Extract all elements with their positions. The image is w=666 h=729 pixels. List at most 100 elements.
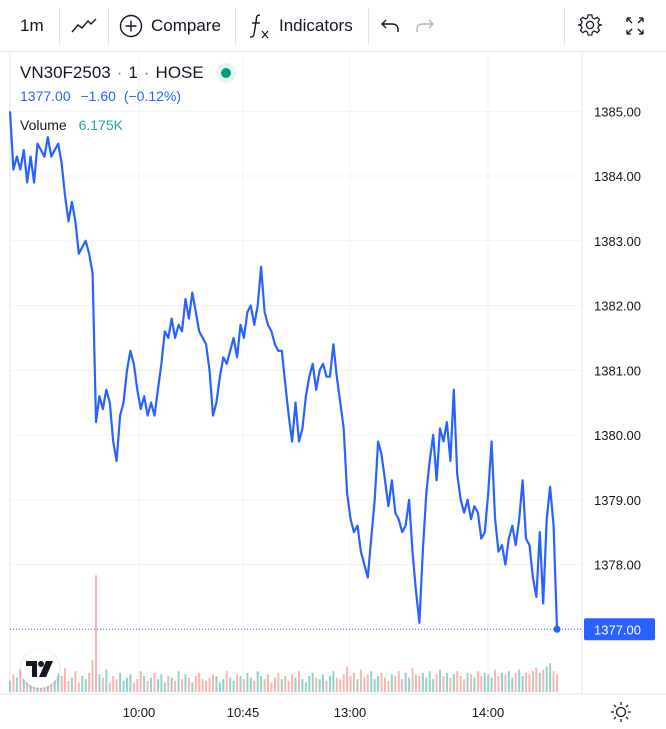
volume-bar [425, 677, 428, 692]
symbol-row[interactable]: VN30F2503 · 1 · HOSE [20, 60, 236, 86]
volume-bar [125, 677, 128, 692]
symbol-name: VN30F2503 [20, 63, 111, 82]
volume-bar [308, 676, 311, 692]
volume-bar [297, 671, 300, 692]
market-status-badge[interactable] [215, 63, 236, 83]
volume-bar [359, 669, 362, 692]
volume-bar [101, 677, 104, 692]
redo-button[interactable] [414, 0, 436, 51]
volume-bar [12, 674, 15, 692]
toolbar-divider [108, 8, 109, 44]
volume-bar [311, 672, 314, 692]
x-tick-label: 14:00 [472, 705, 505, 720]
volume-bar [105, 669, 108, 692]
volume-bar [163, 682, 166, 692]
volume-bar [459, 676, 462, 692]
function-icon [247, 12, 271, 40]
axis-settings-button[interactable] [609, 700, 633, 729]
line-chart-icon [70, 16, 98, 36]
volume-bar [229, 677, 232, 692]
volume-bar [198, 672, 201, 692]
x-tick-label: 10:00 [123, 705, 156, 720]
volume-bar [469, 674, 472, 692]
volume-bar [514, 672, 517, 692]
volume-bar [328, 676, 331, 692]
volume-bar [383, 677, 386, 692]
tradingview-logo-button[interactable] [21, 650, 59, 688]
chart-type-button[interactable] [70, 0, 98, 51]
volume-bar [167, 676, 170, 692]
compare-button[interactable]: Compare [118, 0, 221, 51]
volume-bar [218, 682, 221, 692]
price-axis: 1385.00 1384.00 1383.00 1382.00 1381.00 1380.… [584, 104, 655, 641]
y-tick-label: 1380.00 [594, 428, 641, 443]
volume-bar [29, 682, 32, 692]
price-line [8, 111, 559, 630]
volume-bar [480, 676, 483, 692]
volume-bar [249, 677, 252, 692]
volume-bar [277, 672, 280, 692]
top-toolbar: 1m Compare Indicators [0, 0, 666, 52]
fullscreen-button[interactable] [624, 0, 646, 51]
volume-bar [339, 679, 342, 692]
redo-icon [414, 16, 436, 36]
volume-bar [421, 672, 424, 692]
chart-legend: VN30F2503 · 1 · HOSE 1377.00 −1.60 (−0.1… [20, 60, 236, 138]
volume-bar [511, 677, 514, 692]
interval-label: 1m [20, 15, 44, 35]
volume-bar [387, 680, 390, 692]
fullscreen-icon [624, 15, 646, 37]
volume-bar [239, 676, 242, 692]
volume-bar [215, 676, 218, 692]
volume-bar [435, 674, 438, 692]
volume-bar [318, 679, 321, 692]
y-tick-label: 1385.00 [594, 104, 641, 119]
legend-separator: · [143, 63, 150, 82]
volume-bar [246, 672, 249, 692]
toolbar-divider [564, 8, 565, 44]
volume-bar [390, 674, 393, 692]
tradingview-logo-icon [26, 661, 53, 677]
volume-bar [535, 668, 538, 692]
volume-label: Volume [20, 117, 67, 133]
legend-separator: · [116, 63, 123, 82]
undo-button[interactable] [379, 0, 401, 51]
volume-bar [518, 669, 521, 692]
volume-bar [500, 672, 503, 692]
volume-bar [143, 676, 146, 692]
volume-bars [9, 575, 558, 692]
volume-bar [301, 679, 304, 692]
volume-bar [77, 682, 80, 692]
volume-bar [187, 677, 190, 692]
volume-bar [538, 672, 541, 692]
volume-bar [483, 672, 486, 692]
volume-bar [442, 676, 445, 692]
volume-bar [150, 677, 153, 692]
volume-bar [335, 677, 338, 692]
x-tick-label: 13:00 [334, 705, 367, 720]
interval-button[interactable]: 1m [20, 0, 44, 51]
volume-bar [373, 679, 376, 692]
y-tick-label: 1383.00 [594, 234, 641, 249]
volume-bar [194, 676, 197, 692]
volume-bar [184, 674, 187, 692]
settings-button[interactable] [577, 0, 603, 51]
volume-bar [552, 671, 555, 692]
volume-bar [397, 671, 400, 692]
volume-bar [315, 677, 318, 692]
volume-legend[interactable]: Volume 6.175K [20, 112, 236, 138]
y-tick-label: 1378.00 [594, 558, 641, 573]
compare-label: Compare [151, 15, 221, 35]
volume-bar [521, 676, 524, 692]
volume-bar [57, 672, 60, 692]
volume-bar [363, 677, 366, 692]
volume-bar [19, 669, 22, 692]
volume-bar [64, 668, 67, 692]
indicators-button[interactable]: Indicators [247, 0, 353, 51]
volume-bar [287, 680, 290, 692]
price-change: −1.60 [80, 88, 116, 104]
volume-bar [408, 677, 411, 692]
volume-bar [67, 680, 70, 692]
volume-bar [112, 676, 115, 692]
